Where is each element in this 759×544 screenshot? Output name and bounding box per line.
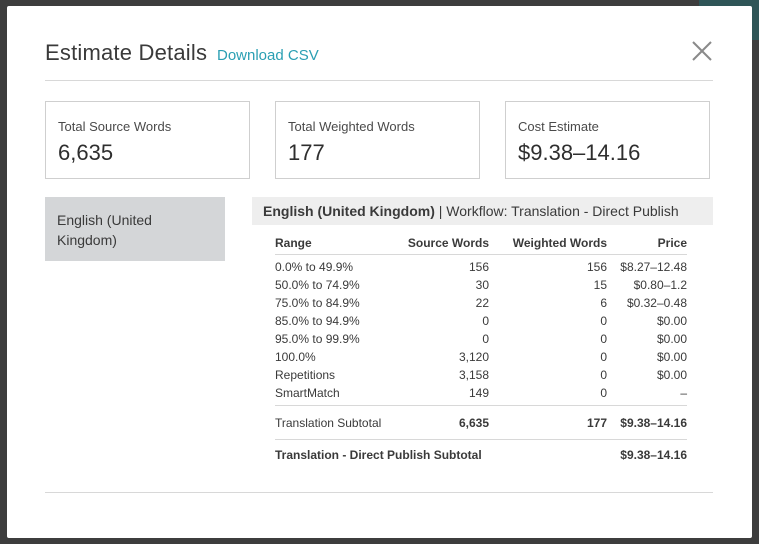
range-cell: Repetitions bbox=[275, 368, 336, 382]
price-cell: – bbox=[680, 386, 687, 400]
card-label: Total Source Words bbox=[58, 119, 172, 134]
weighted-words-cell: 15 bbox=[593, 278, 607, 292]
subtotal-source-words: 6,635 bbox=[395, 405, 489, 440]
table-row: 50.0% to 74.9% 30 15 $0.80–1.2 bbox=[275, 276, 687, 294]
card-value: 6,635 bbox=[58, 140, 114, 165]
source-words-cell: 156 bbox=[468, 260, 489, 274]
range-cell: 85.0% to 94.9% bbox=[275, 314, 360, 328]
language-item-english-uk[interactable]: English (United Kingdom) bbox=[45, 197, 225, 261]
price-cell: $0.00 bbox=[656, 368, 687, 382]
column-header-source-words: Source Words bbox=[395, 232, 489, 255]
weighted-words-cell: 0 bbox=[600, 386, 607, 400]
total-weighted-words-card: Total Weighted Words 177 bbox=[275, 101, 480, 179]
card-value: 177 bbox=[288, 140, 325, 165]
workflow-subtotal-price: $9.38–14.16 bbox=[620, 448, 687, 462]
modal-title: Estimate Details bbox=[45, 40, 208, 65]
table-row: Repetitions 3,158 0 $0.00 bbox=[275, 366, 687, 384]
weighted-words-cell: 0 bbox=[600, 314, 607, 328]
source-words-cell: 30 bbox=[475, 278, 489, 292]
weighted-words-cell: 156 bbox=[586, 260, 607, 274]
estimate-table: Range Source Words Weighted Words Price … bbox=[275, 232, 687, 464]
table-row: 0.0% to 49.9% 156 156 $8.27–12.48 bbox=[275, 255, 687, 277]
range-cell: 50.0% to 74.9% bbox=[275, 278, 360, 292]
workflow-label: | Workflow: Translation - Direct Publish bbox=[438, 203, 679, 219]
card-value: $9.38–14.16 bbox=[518, 140, 641, 165]
table-row: 95.0% to 99.9% 0 0 $0.00 bbox=[275, 330, 687, 348]
price-cell: $0.80–1.2 bbox=[633, 278, 687, 292]
language-name: English (United Kingdom) bbox=[263, 203, 435, 219]
weighted-words-cell: 0 bbox=[600, 332, 607, 346]
language-detail-header: English (United Kingdom) | Workflow: Tra… bbox=[252, 197, 713, 225]
range-cell: 75.0% to 84.9% bbox=[275, 296, 360, 310]
source-words-cell: 3,158 bbox=[458, 368, 489, 382]
footer-divider bbox=[45, 492, 713, 493]
table-row: 100.0% 3,120 0 $0.00 bbox=[275, 348, 687, 366]
price-cell: $0.32–0.48 bbox=[626, 296, 687, 310]
card-label: Cost Estimate bbox=[518, 119, 599, 134]
source-words-cell: 149 bbox=[468, 386, 489, 400]
weighted-words-cell: 0 bbox=[600, 368, 607, 382]
table-row: SmartMatch 149 0 – bbox=[275, 384, 687, 406]
subtotal-price: $9.38–14.16 bbox=[607, 405, 687, 440]
subtotal-label: Translation Subtotal bbox=[275, 405, 395, 440]
download-csv-link[interactable]: Download CSV bbox=[217, 47, 319, 64]
source-words-cell: 0 bbox=[482, 332, 489, 346]
price-cell: $0.00 bbox=[656, 314, 687, 328]
column-header-range: Range bbox=[275, 232, 395, 255]
table-header-row: Range Source Words Weighted Words Price bbox=[275, 232, 687, 255]
modal-header: Estimate Details Download CSV bbox=[45, 40, 713, 81]
workflow-subtotal-row: Translation - Direct Publish Subtotal $9… bbox=[275, 440, 687, 465]
range-cell: 0.0% to 49.9% bbox=[275, 260, 354, 274]
total-source-words-card: Total Source Words 6,635 bbox=[45, 101, 250, 179]
source-words-cell: 3,120 bbox=[458, 350, 489, 364]
range-cell: SmartMatch bbox=[275, 386, 340, 400]
close-icon bbox=[692, 41, 712, 61]
table-row: 85.0% to 94.9% 0 0 $0.00 bbox=[275, 312, 687, 330]
source-words-cell: 22 bbox=[475, 296, 489, 310]
price-cell: $0.00 bbox=[656, 350, 687, 364]
workflow-subtotal-spacer bbox=[489, 440, 607, 465]
close-button[interactable] bbox=[691, 40, 717, 66]
range-cell: 100.0% bbox=[275, 350, 316, 364]
range-cell: 95.0% to 99.9% bbox=[275, 332, 360, 346]
subtotal-weighted-words: 177 bbox=[489, 405, 607, 440]
weighted-words-cell: 6 bbox=[600, 296, 607, 310]
column-header-price: Price bbox=[607, 232, 687, 255]
table-row: 75.0% to 84.9% 22 6 $0.32–0.48 bbox=[275, 294, 687, 312]
translation-subtotal-row: Translation Subtotal 6,635 177 $9.38–14.… bbox=[275, 405, 687, 440]
price-cell: $0.00 bbox=[656, 332, 687, 346]
source-words-cell: 0 bbox=[482, 314, 489, 328]
cost-estimate-card: Cost Estimate $9.38–14.16 bbox=[505, 101, 710, 179]
column-header-weighted-words: Weighted Words bbox=[489, 232, 607, 255]
workflow-subtotal-label: Translation - Direct Publish Subtotal bbox=[275, 448, 482, 462]
weighted-words-cell: 0 bbox=[600, 350, 607, 364]
estimate-details-modal: Estimate Details Download CSV Total Sour… bbox=[7, 6, 752, 538]
card-label: Total Weighted Words bbox=[288, 119, 415, 134]
price-cell: $8.27–12.48 bbox=[620, 260, 687, 274]
language-item-label: English (United Kingdom) bbox=[57, 212, 152, 248]
